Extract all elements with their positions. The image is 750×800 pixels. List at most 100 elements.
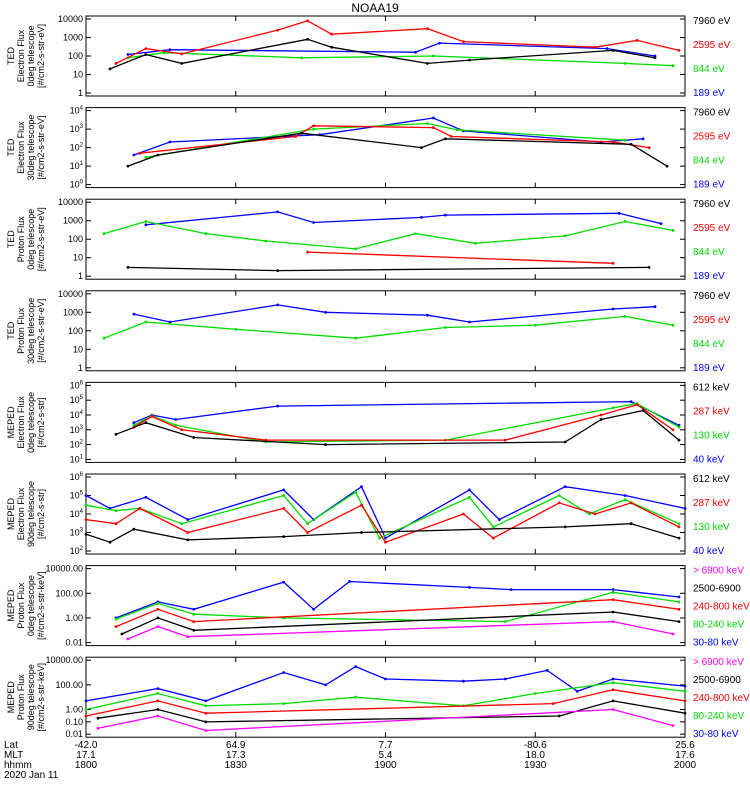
x-tick-lat: 25.6	[675, 740, 695, 751]
data-point	[282, 580, 286, 584]
legend-entry: 240-800 keV	[693, 693, 750, 704]
series-line-240-800-kev	[85, 689, 686, 717]
data-point	[354, 665, 357, 668]
figure-title: NOAA19	[351, 1, 399, 15]
data-point	[300, 56, 303, 60]
y-tick-label: 104	[70, 509, 84, 519]
legend-entry: 7960 eV	[693, 16, 731, 27]
data-point	[282, 671, 286, 674]
y-tick-label: 100	[68, 51, 83, 61]
y-label-line: [#/cm2-s-str-eV]	[36, 116, 46, 180]
y-label-line: Electron Flux	[16, 396, 26, 449]
y-tick-label: 102	[70, 546, 84, 556]
data-point	[84, 708, 88, 711]
data-point	[653, 305, 657, 309]
data-point	[414, 50, 417, 54]
data-point	[360, 485, 363, 489]
y-axis-label: TED Electron Flux 0deg telescope [#/cm2-s-s…	[6, 24, 46, 88]
legend-entry: 189 eV	[693, 180, 725, 191]
data-point	[462, 40, 465, 43]
legend-entry: > 6900 keV	[693, 657, 744, 668]
data-point	[192, 607, 196, 611]
data-point	[671, 64, 675, 68]
data-point	[671, 428, 675, 432]
y-tick-label: 0.10	[65, 717, 83, 727]
data-point	[168, 140, 172, 144]
data-point	[144, 320, 148, 324]
data-point	[108, 540, 112, 544]
data-point	[611, 610, 615, 614]
data-point	[186, 518, 190, 521]
data-point	[138, 151, 142, 155]
y-label-line: 0deg telescope	[26, 392, 36, 453]
data-point	[378, 536, 381, 540]
y-label-line: MEPED	[6, 589, 16, 622]
x-row-label: MLT	[4, 750, 23, 761]
data-point	[683, 711, 687, 715]
data-point	[629, 142, 633, 146]
data-point	[234, 327, 238, 331]
y-tick-label: 100.00	[55, 680, 83, 690]
series-line-40-kev	[85, 485, 686, 540]
data-point	[474, 241, 477, 245]
legend-entry: 40 keV	[693, 546, 724, 557]
legend-entry: 130 keV	[693, 430, 730, 441]
panel-8: 10000.00 100.00 1.00 0.10 0.01 MEPED Proton Fl…	[6, 655, 750, 740]
panel-frame	[85, 107, 686, 189]
data-point	[503, 677, 507, 681]
data-point	[156, 699, 160, 703]
data-point	[432, 54, 435, 58]
data-point	[468, 495, 471, 499]
data-point	[204, 704, 208, 708]
y-axis-label: MEPED Proton Flux 90deg telescope [#/cm2-s-…	[6, 663, 46, 732]
data-point	[623, 498, 627, 501]
data-point	[444, 326, 447, 329]
data-point	[432, 126, 435, 129]
y-label-line: [#/cm2-s-str-eV]	[36, 207, 46, 271]
data-point	[96, 716, 100, 720]
series-line-844-ev	[103, 220, 674, 250]
data-point	[132, 312, 136, 316]
data-point	[276, 210, 280, 214]
data-point	[635, 39, 639, 42]
data-point	[623, 62, 627, 65]
data-point	[677, 620, 681, 623]
data-point	[84, 714, 88, 718]
data-point	[126, 164, 130, 168]
y-label-line: 0deg telescope	[26, 25, 36, 86]
data-point	[497, 518, 501, 521]
data-point	[623, 315, 627, 318]
data-point	[156, 687, 160, 690]
data-point	[114, 617, 118, 621]
data-point	[114, 522, 118, 526]
x-tick-lat: -42.0	[75, 740, 98, 751]
data-point	[414, 232, 417, 236]
data-point	[557, 501, 561, 505]
y-tick-label: 100.00	[55, 588, 83, 598]
data-point	[593, 512, 597, 516]
x-tick-mlt: 5.4	[379, 750, 393, 761]
y-label-line: Electron Flux	[16, 121, 26, 174]
data-point	[180, 62, 184, 65]
data-point	[300, 131, 303, 135]
data-point	[677, 600, 681, 604]
y-label-line: Proton Flux	[16, 674, 26, 721]
data-point	[444, 213, 447, 217]
data-point	[420, 146, 423, 150]
data-point	[611, 49, 615, 52]
series-line-2595-ev	[307, 251, 614, 264]
series-line-30-80-kev	[85, 665, 686, 702]
data-point	[551, 702, 555, 705]
data-point	[186, 531, 190, 534]
panel-frame	[85, 290, 686, 372]
data-point	[114, 625, 118, 628]
legend-entry: 7960 eV	[693, 199, 731, 210]
y-tick-label: 1	[78, 271, 83, 281]
data-point	[204, 720, 208, 724]
y-label-line: 0deg telescope	[26, 575, 36, 636]
data-point	[156, 602, 160, 605]
data-point	[324, 310, 327, 314]
legend-entry: 844 eV	[693, 339, 725, 350]
data-point	[462, 512, 465, 516]
